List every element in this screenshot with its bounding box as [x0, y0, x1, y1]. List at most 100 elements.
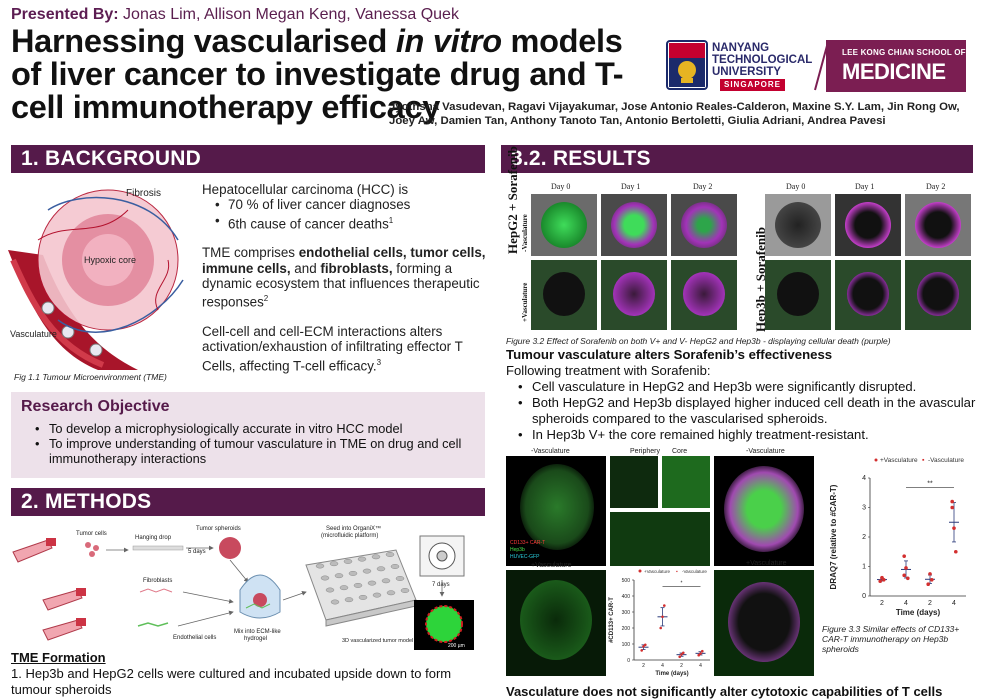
- results-bullet-2: Both HepG2 and Hep3b displayed higher in…: [518, 395, 976, 427]
- periphery-core-bottom-panel: [610, 512, 710, 566]
- x-tick-label: 2: [642, 663, 645, 669]
- y-tick-label: 300: [622, 610, 631, 616]
- day1-label-b: Day 1: [855, 182, 875, 191]
- data-point: [906, 576, 910, 581]
- title-part-1: Harnessing vascularised: [11, 23, 396, 59]
- y-tick-label: 0: [627, 658, 630, 664]
- hep3b-v-minus-d1: [835, 194, 901, 256]
- hepg2-minus-label: -Vasculature: [521, 214, 529, 252]
- data-point: [950, 499, 954, 504]
- bg-p2-e: forming a dynamic ecosystem that influen…: [202, 260, 480, 310]
- core-top-panel: [662, 456, 710, 508]
- methods-diagram: Tumor cells Hanging drop 5 days Tumor sp…: [12, 525, 474, 650]
- bg-p3: Cell-cell and cell-ECM interactions alte…: [202, 324, 487, 373]
- plate-well: [371, 554, 381, 560]
- plate-well: [329, 561, 339, 567]
- logo-divider: [814, 41, 829, 91]
- bg-p2-c: and: [290, 260, 321, 276]
- data-point: [697, 653, 700, 657]
- car-t-plus-vasc-panel: [506, 570, 606, 676]
- fig33-minus-top: -Vasculature: [531, 448, 570, 455]
- lkc-line-1: LEE KONG CHIAN SCHOOL OF: [842, 48, 966, 57]
- plate-well: [381, 578, 391, 584]
- data-point: [680, 653, 683, 656]
- plate-well: [376, 566, 386, 572]
- fig-3-2: HepG2 + Sorafenib -Vasculature +Vasculat…: [501, 146, 975, 334]
- legend-label: -Vasculature: [682, 569, 707, 574]
- x-tick-label: 4: [904, 600, 908, 607]
- device-zoom-icon: [419, 535, 465, 577]
- day2-label-b: Day 2: [926, 182, 946, 191]
- legend-marker: ▪: [676, 569, 678, 575]
- data-point: [678, 655, 681, 659]
- core-label: Core: [672, 448, 688, 455]
- plate-well: [339, 585, 349, 591]
- fig33-caption: Figure 3.3 Similar effects of CD133+ CAR…: [822, 624, 960, 654]
- y-tick-label: 200: [622, 626, 631, 632]
- fibrosis-label: Fibrosis: [126, 188, 161, 199]
- 7-days-label: 7 days: [432, 582, 450, 588]
- data-point: [701, 649, 704, 653]
- data-point: [699, 652, 702, 655]
- plate-well: [395, 576, 405, 581]
- plate-well: [343, 559, 353, 564]
- hep3b-v-minus-d2: [905, 194, 971, 256]
- hep3b-plus-right-panel: [714, 570, 814, 676]
- data-point: [644, 643, 647, 647]
- results-footer-head: Vasculature does not significantly alter…: [506, 684, 943, 699]
- plate-well: [325, 587, 335, 593]
- tme-formation: TME Formation 1. Hep3b and HepG2 cells w…: [11, 650, 485, 698]
- bg-p2: TME comprises endothelial cells, tumor c…: [202, 245, 487, 310]
- y-tick-label: 400: [622, 594, 631, 600]
- tme-illustration: Fibrosis Hypoxic core Vasculature: [8, 188, 184, 370]
- plate-well: [358, 595, 368, 600]
- hep3b-v-minus-d0: [765, 194, 831, 256]
- y-tick-label: 4: [862, 475, 866, 482]
- seed-label: Seed into OrganiX™: [326, 525, 381, 532]
- model-scale-label: 200 µm: [448, 643, 465, 649]
- data-point: [902, 554, 906, 558]
- data-point: [882, 577, 886, 582]
- plate-well: [330, 599, 340, 605]
- results-bullet-1: Cell vasculature in HepG2 and Hep3b were…: [518, 379, 976, 395]
- x-axis-label: Time (days): [896, 608, 941, 617]
- significance-label: *: [681, 580, 683, 586]
- background-text: Hepatocellular carcinoma (HCC) is 70 % o…: [202, 182, 487, 387]
- hep3b-v-plus-d0: [765, 260, 831, 330]
- x-axis-label: Time (days): [655, 671, 688, 677]
- bg-bullet-2-text: 6th cause of cancer deaths: [228, 216, 389, 232]
- hepg2-v-minus-d0: [531, 194, 597, 256]
- hepg2-v-plus-d1: [601, 260, 667, 330]
- day0-label: Day 0: [551, 182, 571, 191]
- plate-well: [372, 592, 382, 598]
- endothelial-label: Endothelial cells: [173, 635, 216, 641]
- y-tick-label: 2: [862, 534, 866, 541]
- ntu-logo: NANYANG TECHNOLOGICAL UNIVERSITY SINGAPO…: [666, 40, 816, 92]
- hepg2-plus-label: +Vasculature: [521, 282, 529, 322]
- fig32-caption: Figure 3.2 Effect of Sorafenib on both V…: [506, 336, 891, 346]
- mix-label: Mix into ECM-like: [234, 629, 281, 635]
- poster-title: Harnessing vascularised in vitro models …: [11, 25, 661, 124]
- tme-item-1: 1. Hep3b and HepG2 cells were cultured a…: [11, 666, 452, 697]
- fig33-minus-right: -Vasculature: [746, 448, 785, 455]
- fibroblasts-label: Fibroblasts: [143, 578, 172, 584]
- y-tick-label: 100: [622, 642, 631, 648]
- ntu-wordmark: NANYANG TECHNOLOGICAL UNIVERSITY SINGAPO…: [712, 42, 812, 91]
- flask-icon-3: [42, 618, 86, 641]
- plate-well: [344, 597, 354, 603]
- hydrogel-label: hydrogel: [244, 636, 267, 642]
- y-tick-label: 0: [862, 593, 866, 600]
- x-tick-label: 4: [699, 663, 702, 669]
- objective-heading: Research Objective: [21, 398, 170, 415]
- ntu-line-2: TECHNOLOGICAL: [712, 54, 813, 66]
- data-point: [904, 566, 908, 570]
- presenters: Jonas Lim, Allison Megan Keng, Vanessa Q…: [123, 6, 459, 23]
- x-tick-label: 2: [880, 600, 884, 607]
- bg-p3-sup: 3: [376, 357, 382, 367]
- y-tick-label: 1: [862, 564, 866, 571]
- plate-well: [400, 588, 410, 593]
- periphery-top-panel: [610, 456, 658, 508]
- data-point: [954, 549, 958, 554]
- fig33-plus-left: +Vasculature: [531, 562, 572, 569]
